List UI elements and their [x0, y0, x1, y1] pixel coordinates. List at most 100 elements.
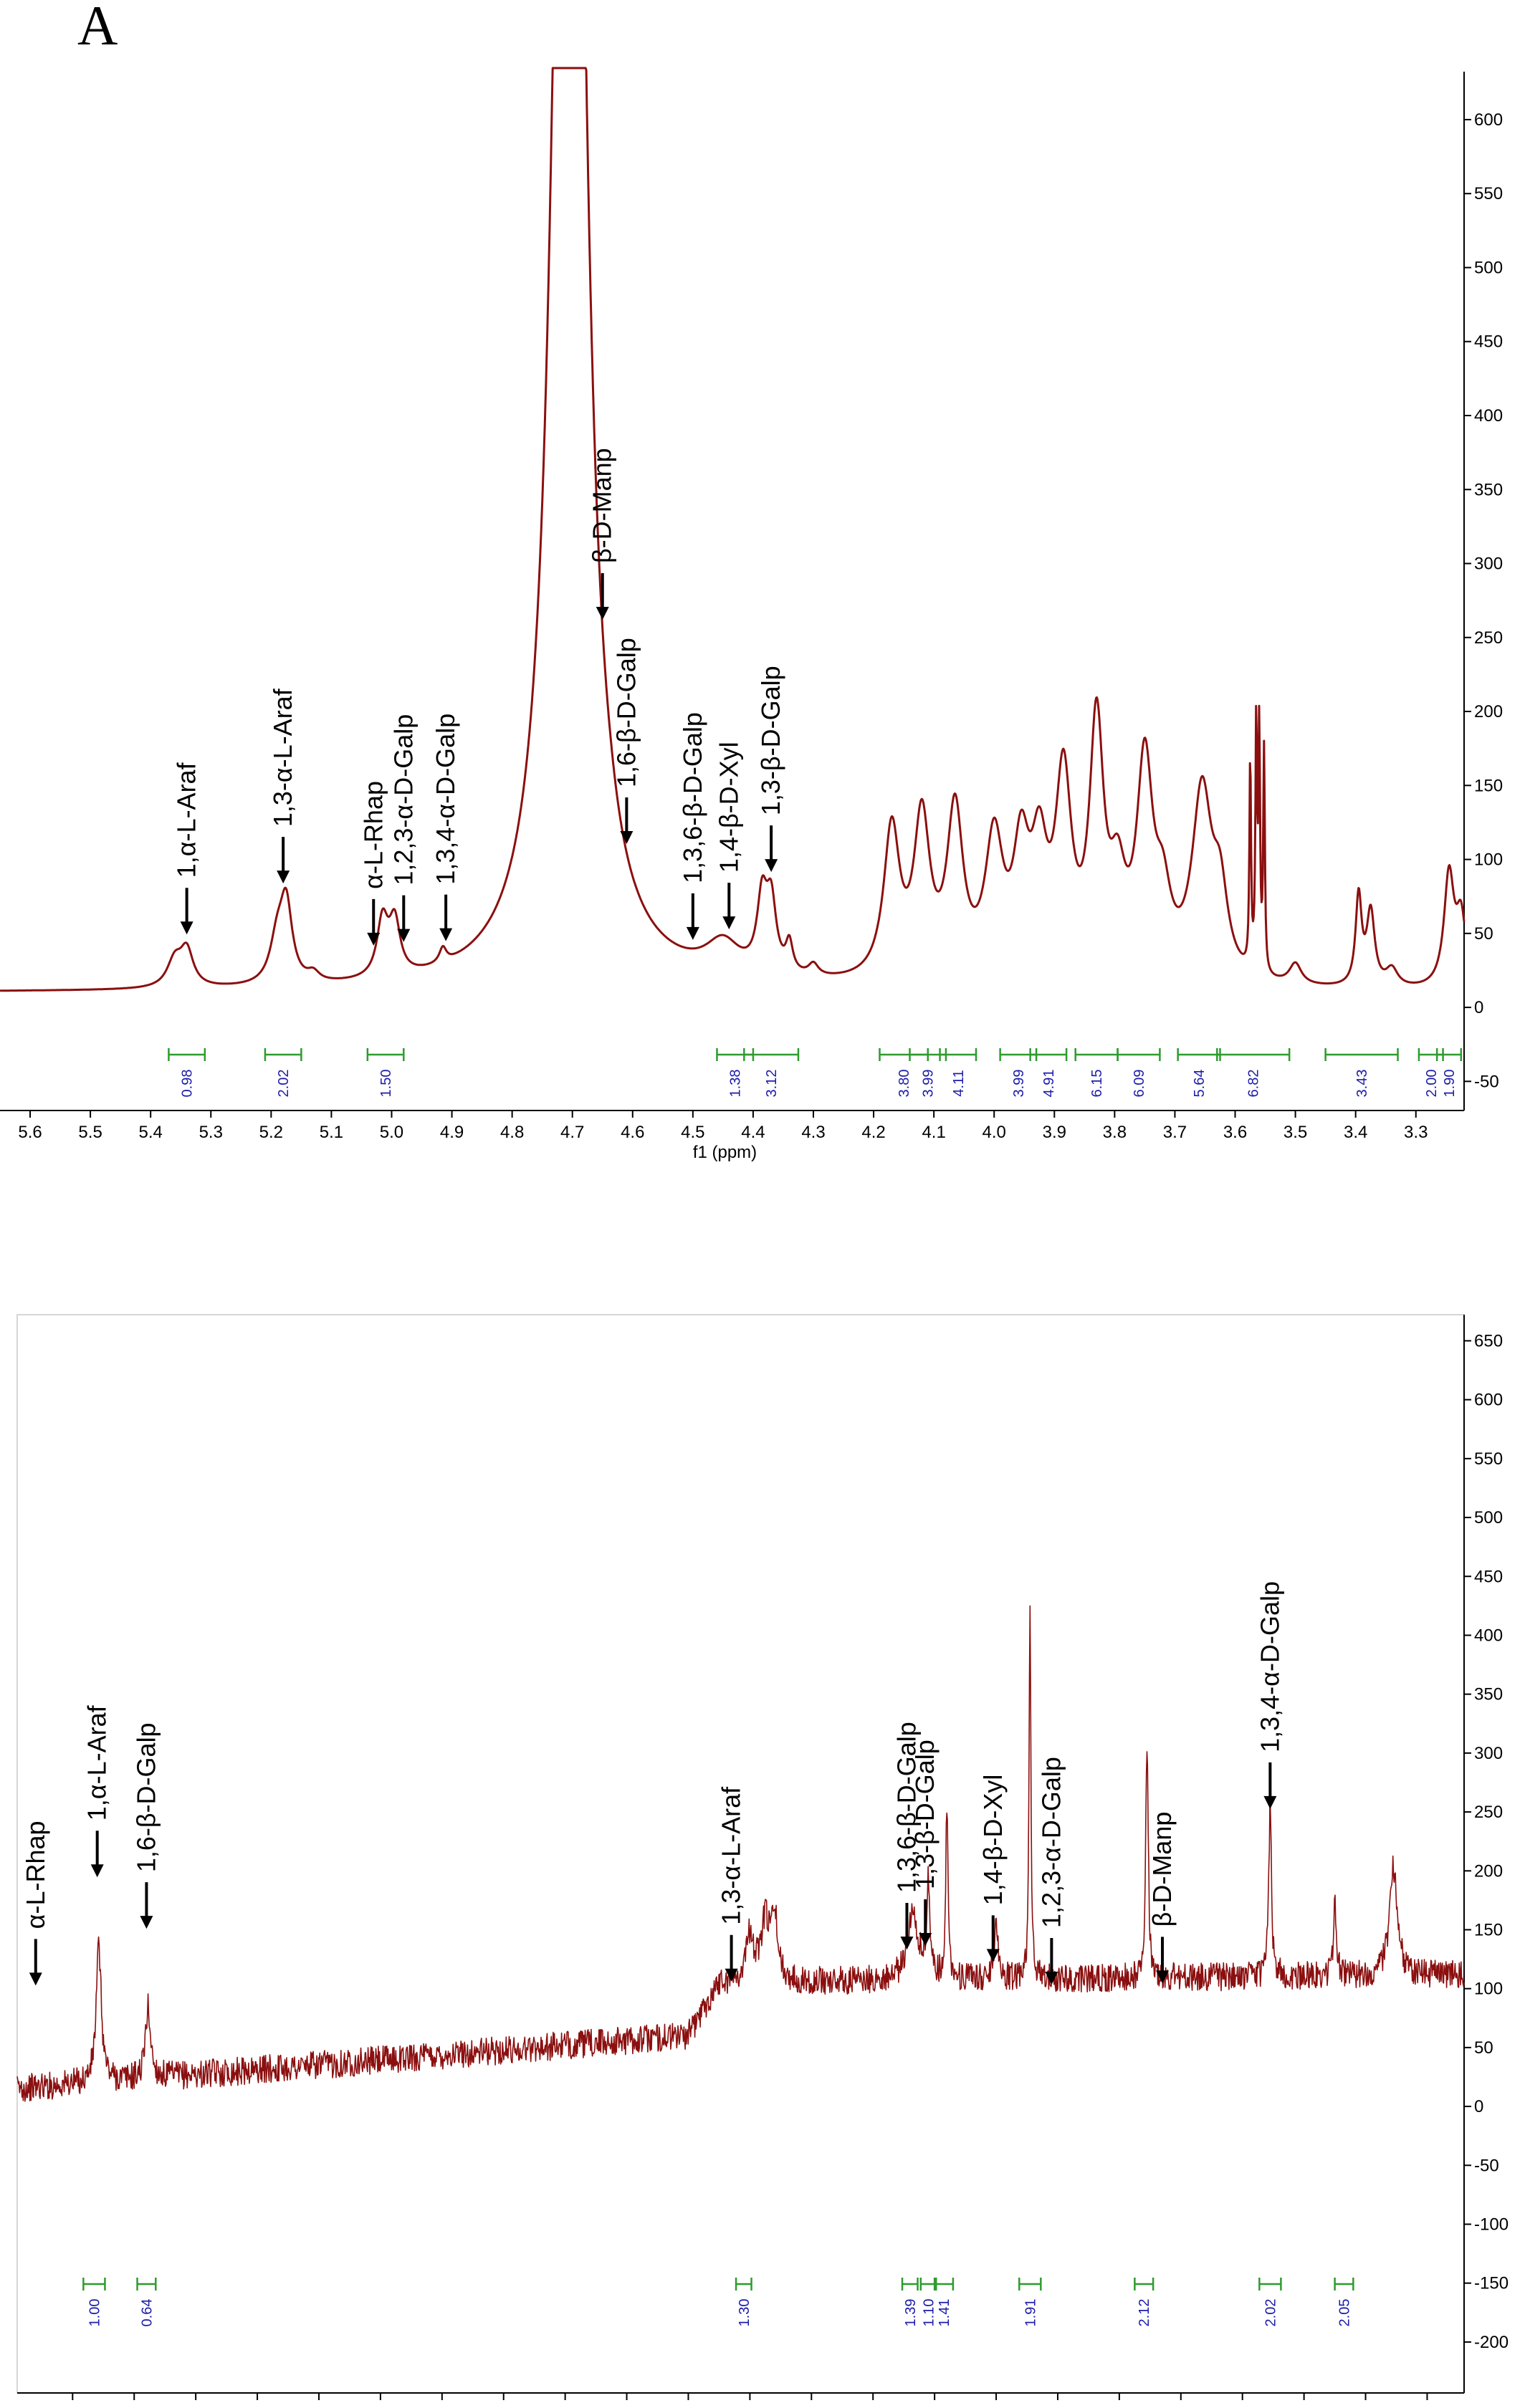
annotation-label: 1,3,4-α-D-Galp: [431, 714, 460, 885]
x-tick-label: 104: [58, 2405, 87, 2408]
integral-value: 4.11: [951, 1070, 967, 1096]
y-tick-label: -50: [1474, 2156, 1499, 2175]
annotation-label: β-D-Manp: [588, 448, 617, 563]
integral-value: 1.10: [922, 2299, 937, 2327]
x-tick-label: 78: [864, 2405, 883, 2408]
y-tick-label: 0: [1474, 2097, 1483, 2116]
x-tick-label: 4.8: [500, 1123, 524, 1142]
annotation-label: α-L-Rhap: [21, 1821, 50, 1929]
peak-annotation: 1,3-β-D-Galp: [910, 1740, 940, 1946]
annotation-label: 1,3-β-D-Galp: [756, 666, 785, 815]
integral-bracket: [168, 1048, 206, 1061]
integral-value: 1.38: [728, 1070, 744, 1098]
y-tick-label: 100: [1474, 1980, 1503, 1999]
integral-value: 1.41: [937, 2299, 952, 2327]
annotation-label: 1,α-L-Araf: [82, 1704, 112, 1821]
annotation-label: α-L-Rhap: [358, 781, 388, 889]
x-tick-label: 3.4: [1344, 1123, 1367, 1142]
y-tick-label: 550: [1474, 1449, 1503, 1469]
arrow-icon: [900, 1936, 914, 1949]
y-tick-label: 600: [1474, 1391, 1503, 1410]
integral-value: 3.43: [1354, 1070, 1370, 1098]
x-tick-label: 102: [120, 2405, 148, 2408]
integral-value: 0.98: [180, 1070, 196, 1098]
arrow-icon: [397, 929, 411, 942]
x-tick-label: 3.9: [1043, 1123, 1066, 1142]
x-tick-label: 96: [310, 2405, 329, 2408]
arrow-icon: [1045, 1971, 1058, 1985]
peak-annotation: 1,2,3-α-D-Galp: [1036, 1757, 1066, 1985]
x-tick-label: 5.0: [380, 1123, 403, 1142]
annotation-label: 1,6-β-D-Galp: [131, 1722, 161, 1872]
arrow-icon: [180, 921, 193, 935]
annotation-label: 1,4-β-D-Xyl: [714, 742, 743, 873]
integral-value: 2.12: [1137, 2299, 1152, 2327]
y-tick-label: 300: [1474, 555, 1503, 574]
integral-value: 6.15: [1089, 1070, 1105, 1098]
label-backdrop: [18, 1315, 233, 1358]
peak-annotation: 1,4-β-D-Xyl: [714, 742, 743, 930]
annotation-label: 1,3-β-D-Galp: [910, 1740, 940, 1889]
x-tick-label: 72: [1048, 2405, 1068, 2408]
integral-value: 3.80: [897, 1070, 912, 1098]
x-tick-label: 100: [181, 2405, 210, 2408]
y-tick-label: 200: [1474, 1861, 1503, 1881]
x-tick-label: 76: [925, 2405, 945, 2408]
x-tick-label: 94: [371, 2405, 391, 2408]
y-tick-label: 450: [1474, 1567, 1503, 1586]
integral-value: 3.12: [764, 1070, 780, 1098]
integral-value: 3.99: [921, 1070, 937, 1098]
x-tick-label: 5.2: [259, 1123, 283, 1142]
peak-annotation: 1,3,4-α-D-Galp: [1255, 1581, 1284, 1809]
annotation-label: 1,6-β-D-Galp: [611, 638, 641, 787]
arrow-icon: [620, 831, 634, 845]
integral-bracket: [1435, 1048, 1463, 1061]
panel-b-spectrum: 104 102 100 98 96 94 92 90 88 86 84 82 80 78 76 74 72 70 6…: [16, 1314, 1509, 2408]
integral-bracket: [939, 1048, 977, 1061]
y-tick-label: 50: [1474, 924, 1493, 944]
integral-value: 6.82: [1246, 1070, 1262, 1098]
x-tick-label: 5.3: [199, 1123, 223, 1142]
x-tick-label: 4.2: [861, 1123, 885, 1142]
x-tick-label: 4.6: [621, 1123, 644, 1142]
integral-value: 2.00: [1424, 1070, 1440, 1098]
arrow-icon: [277, 870, 290, 884]
x-tick-label: 5.5: [78, 1123, 102, 1142]
y-tick-label: 250: [1474, 628, 1503, 648]
y-tick-label: 100: [1474, 850, 1503, 870]
integral-bracket: [136, 2278, 157, 2291]
x-tick-label: 3.6: [1223, 1123, 1247, 1142]
integral-value: 1.00: [87, 2299, 102, 2327]
x-tick-label: 4.3: [801, 1123, 825, 1142]
arrow-icon: [367, 932, 381, 946]
y-tick-label: 350: [1474, 1685, 1503, 1704]
x-tick-label: 4.4: [741, 1123, 765, 1142]
x-tick-label: 5.4: [138, 1123, 162, 1142]
y-tick-label: 400: [1474, 1626, 1503, 1645]
arrow-icon: [140, 1916, 153, 1929]
annotation-label: 1,3,6-β-D-Galp: [891, 1722, 921, 1893]
x-tick-label: 5.6: [18, 1123, 42, 1142]
integral-value: 1.30: [737, 2299, 752, 2327]
integral-bracket: [901, 2278, 919, 2291]
peak-annotation: β-D-Manp: [1147, 1812, 1177, 1984]
y-tick-label: 300: [1474, 1744, 1503, 1763]
annotation-label: β-D-Manp: [1147, 1812, 1177, 1927]
arrow-icon: [722, 916, 736, 930]
x-tick-label: 4.1: [922, 1123, 945, 1142]
annotation-label: 1,3-α-L-Araf: [717, 1786, 746, 1925]
y-tick-label: -200: [1474, 2333, 1509, 2352]
peak-annotation: 1,3,6-β-D-Galp: [678, 712, 707, 940]
y-tick-label: 500: [1474, 1508, 1503, 1527]
x-tick-label: 74: [987, 2405, 1006, 2408]
x-tick-label: 98: [248, 2405, 267, 2408]
x-tick-label: 5.1: [320, 1123, 343, 1142]
integral-bracket: [1324, 1048, 1399, 1061]
integral-bracket: [1216, 1048, 1291, 1061]
arrow-icon: [1263, 1795, 1277, 1809]
x-tick-label: 66: [1233, 2405, 1252, 2408]
arrow-icon: [439, 928, 453, 941]
annotation-label: 1,2,3-α-D-Galp: [1036, 1757, 1066, 1928]
arrow-icon: [29, 1972, 42, 1986]
